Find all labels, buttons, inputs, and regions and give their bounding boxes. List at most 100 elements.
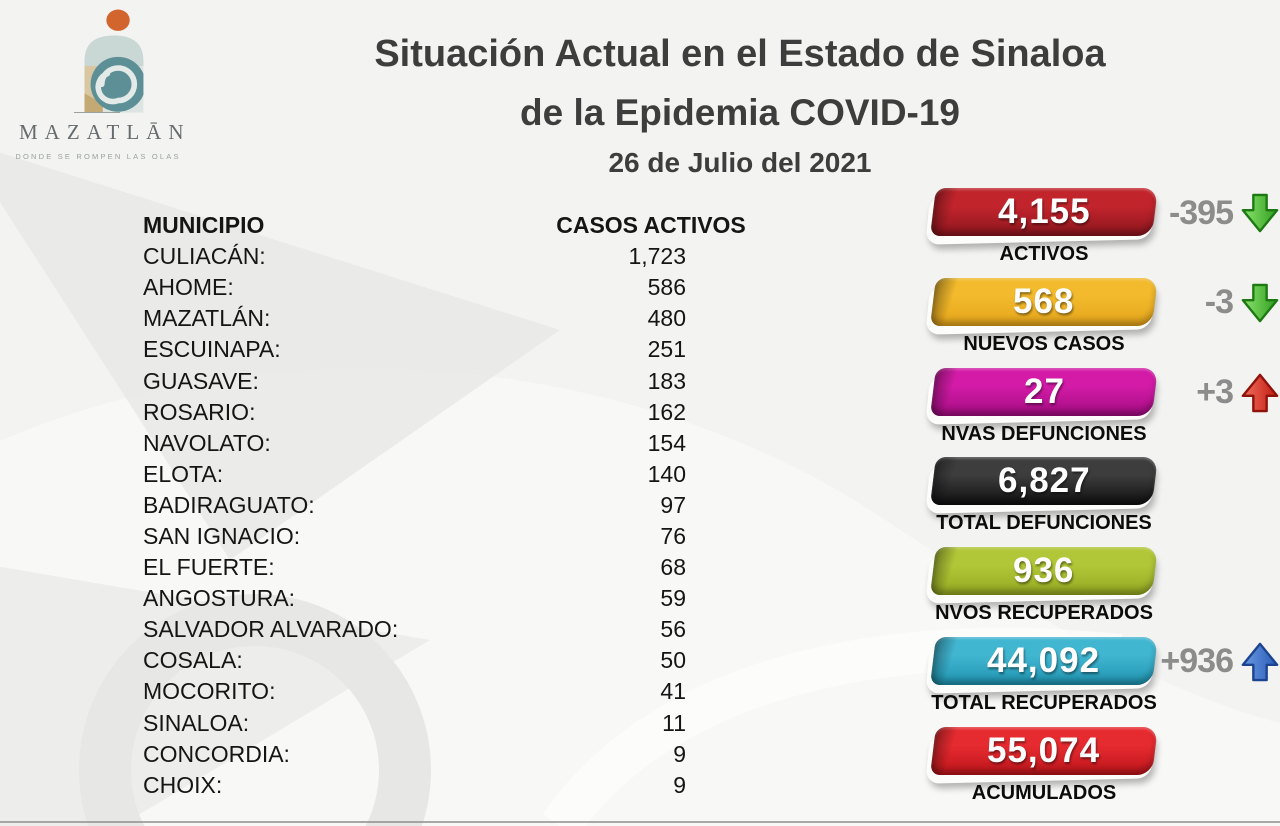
stat-label: NVAS DEFUNCIONES xyxy=(941,422,1147,445)
casos-activos-value: 9 xyxy=(673,771,686,798)
casos-activos-value: 586 xyxy=(647,274,686,301)
mazatlan-logo-text: MAZATLĀN DONDE SE ROMPEN LAS OLAS xyxy=(12,112,191,161)
stat-value: 568 xyxy=(1013,281,1075,321)
casos-activos-value: 41 xyxy=(660,678,686,705)
municipios-table: MUNICIPIO CASOS ACTIVOS CULIACÁN: 1,723 … xyxy=(143,210,746,801)
stat-value: 936 xyxy=(1013,551,1075,591)
stat-value: 55,074 xyxy=(987,730,1101,770)
table-row: SAN IGNACIO: 76 xyxy=(143,521,686,552)
stat-label: ACUMULADOS xyxy=(971,781,1117,804)
stat-block: 44,092 TOTAL RECUPERADOS +936 xyxy=(925,636,1280,727)
page-title-line2: de la Epidemia COVID-19 xyxy=(519,91,961,133)
municipio-name: ROSARIO: xyxy=(143,398,256,425)
municipio-name: MOCORITO: xyxy=(143,678,276,705)
stat-label: NUEVOS CASOS xyxy=(963,332,1125,355)
page-title-block: Situación Actual en el Estado de Sinaloa… xyxy=(290,33,1190,179)
municipio-name: CHOIX: xyxy=(143,771,223,798)
casos-activos-value: 56 xyxy=(660,616,686,643)
table-row: ANGOSTURA: 59 xyxy=(143,583,686,614)
casos-activos-value: 140 xyxy=(647,460,686,487)
stat-delta-value: -395 xyxy=(1168,193,1234,232)
casos-activos-value: 97 xyxy=(660,491,686,518)
municipio-name: NAVOLATO: xyxy=(143,429,271,456)
stat-block: 4,155 ACTIVOS -395 xyxy=(925,188,1280,278)
table-rows: CULIACÁN: 1,723 AHOME: 586 MAZATLÁN: 480… xyxy=(143,241,686,801)
page-title-line1: Situación Actual en el Estado de Sinaloa xyxy=(374,33,1106,75)
table-row: CHOIX: 9 xyxy=(143,770,686,801)
table-row: COSALA: 50 xyxy=(143,645,686,676)
stat-delta: -395 xyxy=(1157,188,1280,238)
casos-activos-value: 50 xyxy=(660,647,686,674)
stat-badge: 568 xyxy=(930,277,1158,326)
table-header-row: MUNICIPIO CASOS ACTIVOS xyxy=(143,210,746,241)
stat-block: 568 NUEVOS CASOS -3 xyxy=(925,277,1280,368)
stat-delta-value: -3 xyxy=(1204,283,1234,322)
table-row: MOCORITO: 41 xyxy=(143,676,686,707)
stat-block: 6,827 TOTAL DEFUNCIONES xyxy=(925,457,1280,547)
mazatlan-logo-icon xyxy=(84,9,144,113)
stat-value: 6,827 xyxy=(997,461,1091,501)
casos-activos-value: 9 xyxy=(673,740,686,767)
municipio-name: SAN IGNACIO: xyxy=(143,522,301,549)
report-date: 26 de Julio del 2021 xyxy=(608,146,872,178)
stat-label: ACTIVOS xyxy=(999,243,1089,265)
trend-arrow-up-icon xyxy=(1241,373,1279,412)
stat-label: NVOS RECUPERADOS xyxy=(935,602,1153,625)
table-row: CULIACÁN: 1,723 xyxy=(143,241,686,272)
casos-activos-value: 251 xyxy=(647,336,686,363)
municipio-name: ANGOSTURA: xyxy=(143,585,296,612)
municipio-name: CONCORDIA: xyxy=(143,740,290,767)
municipio-name: GUASAVE: xyxy=(143,367,259,394)
logo-brand: MAZATLĀN xyxy=(19,120,191,144)
column-header-municipio: MUNICIPIO xyxy=(143,212,265,239)
casos-activos-value: 59 xyxy=(660,585,686,612)
stat-label: TOTAL DEFUNCIONES xyxy=(936,512,1152,535)
stat-label: TOTAL RECUPERADOS xyxy=(931,691,1157,714)
trend-arrow-down-icon xyxy=(1241,193,1279,233)
table-row: ELOTA: 140 xyxy=(143,459,686,490)
logo-tagline: DONDE SE ROMPEN LAS OLAS xyxy=(15,152,181,161)
table-row: BADIRAGUATO: 97 xyxy=(143,490,686,521)
table-row: MAZATLÁN: 480 xyxy=(143,303,686,334)
table-row: CONCORDIA: 9 xyxy=(143,739,686,770)
stat-value: 44,092 xyxy=(987,640,1101,680)
column-header-casos-activos: CASOS ACTIVOS xyxy=(556,212,746,239)
table-row: SINALOA: 11 xyxy=(143,708,686,739)
casos-activos-value: 11 xyxy=(662,709,686,736)
stat-badge: 936 xyxy=(930,547,1158,596)
municipio-name: COSALA: xyxy=(143,647,243,674)
casos-activos-value: 183 xyxy=(647,367,686,394)
stat-value: 4,155 xyxy=(997,192,1091,231)
logo-divider xyxy=(74,112,120,113)
municipio-name: SINALOA: xyxy=(143,709,250,736)
casos-activos-value: 1,723 xyxy=(628,243,686,270)
casos-activos-value: 154 xyxy=(647,429,686,456)
stat-delta: +3 xyxy=(1157,368,1280,418)
municipio-name: SALVADOR ALVARADO: xyxy=(143,616,399,643)
municipio-name: BADIRAGUATO: xyxy=(143,491,315,518)
stat-badge: 44,092 xyxy=(930,636,1158,685)
stat-delta: +936 xyxy=(1157,637,1280,687)
table-row: ESCUINAPA: 251 xyxy=(143,334,686,365)
casos-activos-value: 68 xyxy=(660,554,686,581)
stat-delta-value: +3 xyxy=(1196,373,1234,412)
table-row: NAVOLATO: 154 xyxy=(143,428,686,459)
stat-block: 936 NVOS RECUPERADOS xyxy=(925,547,1280,637)
trend-arrow-down-icon xyxy=(1241,283,1279,323)
municipio-name: ESCUINAPA: xyxy=(143,336,281,363)
stat-badge: 6,827 xyxy=(930,457,1158,506)
casos-activos-value: 480 xyxy=(647,305,686,332)
municipio-name: AHOME: xyxy=(143,274,234,301)
stat-value: 27 xyxy=(1023,371,1065,411)
stat-delta-value: +936 xyxy=(1160,642,1234,681)
municipio-name: CULIACÁN: xyxy=(143,243,266,270)
table-row: GUASAVE: 183 xyxy=(143,365,686,396)
table-row: SALVADOR ALVARADO: 56 xyxy=(143,614,686,645)
stats-column: 4,155 ACTIVOS -395 568 NUEVOS CASOS -3 2… xyxy=(925,188,1280,817)
municipio-name: ELOTA: xyxy=(143,460,224,487)
stat-delta: -3 xyxy=(1157,278,1280,328)
trend-arrow-up-icon xyxy=(1241,642,1279,682)
municipio-name: MAZATLÁN: xyxy=(143,305,271,332)
casos-activos-value: 76 xyxy=(660,522,686,549)
